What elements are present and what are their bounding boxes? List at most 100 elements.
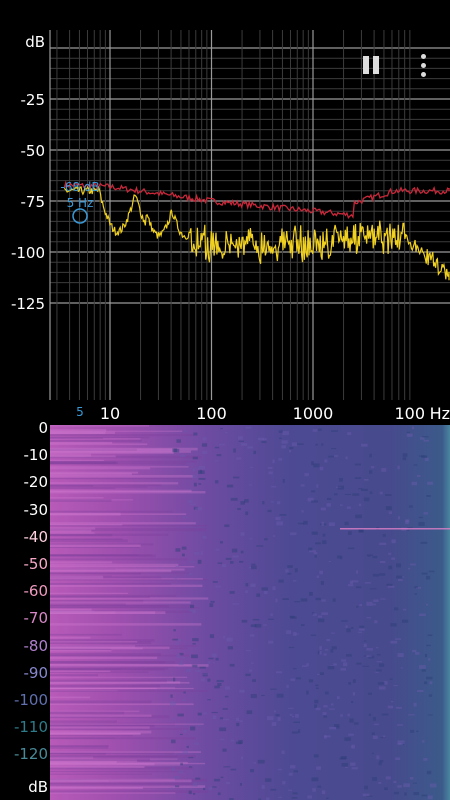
spectrogram-noise xyxy=(225,557,232,560)
spectrogram-noise xyxy=(315,597,321,601)
spectrogram-noise xyxy=(241,443,248,446)
spectrogram-streak xyxy=(50,491,206,494)
spectrogram-noise xyxy=(321,443,324,446)
spectrogram-noise xyxy=(368,713,372,716)
spectrogram-streak xyxy=(50,752,106,755)
spectrogram-noise xyxy=(214,446,220,449)
spectrogram-noise xyxy=(329,726,337,730)
spectrogram-noise xyxy=(182,699,187,701)
spectrogram-noise xyxy=(292,580,297,582)
spectrogram-streak xyxy=(50,641,152,645)
spectrogram-noise xyxy=(372,735,378,740)
spectrogram-noise xyxy=(268,618,274,620)
spectrogram-noise xyxy=(387,585,395,588)
spectrogram-streak xyxy=(50,674,99,677)
spectrogram-noise xyxy=(261,694,265,697)
spectrogram-noise xyxy=(261,785,265,789)
spectrogram-noise xyxy=(236,722,240,727)
spectrogram-streak xyxy=(50,461,119,465)
spectrogram-streak xyxy=(50,425,149,427)
spectrogram-noise xyxy=(372,573,380,577)
more-vert-icon[interactable] xyxy=(417,52,431,80)
spectrogram-noise xyxy=(257,437,265,441)
peak-hold-trace xyxy=(63,180,450,219)
spectrogram-noise xyxy=(235,717,240,721)
y-tick-label: -100 xyxy=(11,244,45,262)
spectrogram-noise xyxy=(323,705,328,708)
spectrogram-noise xyxy=(364,785,368,790)
spectrogram-noise xyxy=(186,745,189,749)
spectrogram-noise xyxy=(321,612,329,615)
spectrogram-noise xyxy=(285,569,289,573)
spectrogram-noise xyxy=(319,646,322,650)
spectrogram-noise xyxy=(192,456,198,460)
spectrogram-noise xyxy=(420,437,425,440)
spectrogram-noise xyxy=(335,486,342,488)
db-scale-label: -30 xyxy=(23,500,49,519)
spectrogram-noise xyxy=(369,588,377,590)
spectrogram-streak xyxy=(50,782,194,784)
spectrogram-noise xyxy=(300,484,305,487)
spectrogram-noise xyxy=(401,619,409,623)
spectrogram-noise xyxy=(239,720,243,723)
spectrogram-noise xyxy=(349,718,354,723)
spectrogram-noise xyxy=(183,729,187,734)
spectrogram-noise xyxy=(291,797,298,799)
pause-icon[interactable] xyxy=(360,54,382,78)
spectrogram-streak xyxy=(50,690,118,692)
spectrogram-noise xyxy=(376,755,380,760)
spectrogram-noise xyxy=(319,672,324,676)
spectrogram-noise xyxy=(428,570,435,573)
spectrogram-noise xyxy=(237,436,243,440)
spectrogram-streak xyxy=(50,647,112,650)
spectrogram-streak xyxy=(50,453,92,457)
spectrogram-noise xyxy=(289,447,294,450)
spectrogram[interactable] xyxy=(50,425,450,800)
spectrogram-noise xyxy=(215,548,220,551)
spectrogram-noise xyxy=(356,570,359,574)
spectrogram-noise xyxy=(326,638,331,642)
spectrogram-noise xyxy=(250,769,254,773)
spectrogram-noise xyxy=(324,459,328,463)
spectrogram-noise xyxy=(350,746,354,748)
spectrogram-noise xyxy=(349,580,354,585)
spectrogram-noise xyxy=(358,631,363,633)
spectrogram-noise xyxy=(388,552,392,555)
spectrogram-noise xyxy=(369,491,373,495)
spectrogram-streak xyxy=(50,610,95,613)
spectrogram-streak xyxy=(50,447,198,451)
spectrogram-streak xyxy=(50,687,176,689)
spectrogram-noise xyxy=(175,565,180,567)
spectrogram-noise xyxy=(394,638,402,640)
spectrogram-noise xyxy=(192,782,198,787)
spectrogram-noise xyxy=(289,713,293,716)
spectrogram-noise xyxy=(311,500,318,503)
db-scale-label: -110 xyxy=(13,718,48,737)
spectrogram-noise xyxy=(345,625,348,628)
spectrum-plot[interactable]: -25 -50 -75 -100 -125 10 100 1000 100 dB Hz -68… xyxy=(0,0,450,425)
spectrogram-noise xyxy=(403,783,410,788)
spectrogram-noise xyxy=(277,768,282,771)
spectrogram-streak xyxy=(50,497,104,499)
spectrogram-noise xyxy=(189,609,192,612)
spectrogram-noise xyxy=(241,619,248,623)
spectrogram-noise xyxy=(420,541,428,544)
spectrogram-noise xyxy=(219,727,227,732)
spectrogram-noise xyxy=(372,603,376,606)
spectrogram-noise xyxy=(281,750,285,754)
spectrogram-streak xyxy=(50,443,148,446)
spectrogram-noise xyxy=(344,493,352,496)
spectrogram-noise xyxy=(271,486,277,488)
spectrogram-noise xyxy=(194,468,200,470)
spectrogram-noise xyxy=(275,671,283,674)
spectrogram-streak xyxy=(50,649,112,652)
spectrogram-noise xyxy=(210,600,215,603)
spectrogram-noise xyxy=(245,511,249,516)
spectrogram-noise xyxy=(236,457,242,460)
spectrogram-noise xyxy=(282,781,286,785)
spectrogram-noise xyxy=(230,768,237,771)
spectrogram-noise xyxy=(414,652,420,655)
spectrogram-streak xyxy=(50,664,192,666)
spectrogram-noise xyxy=(175,548,181,552)
spectrogram-noise xyxy=(276,693,284,698)
